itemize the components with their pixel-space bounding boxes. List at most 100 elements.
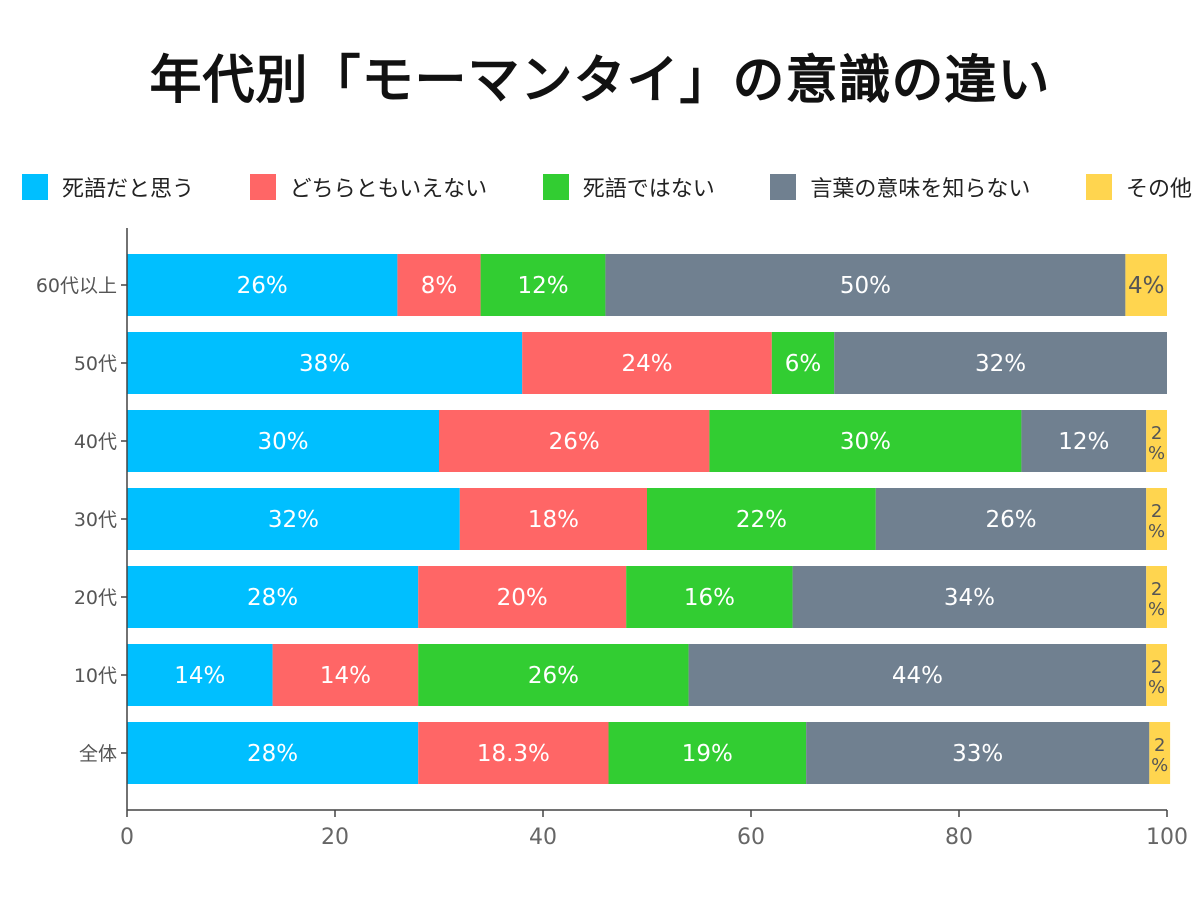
bar-segment: [1125, 254, 1167, 316]
x-tick-label: 60: [737, 825, 765, 850]
legend-item-unknown: 言葉の意味を知らない: [770, 171, 1030, 203]
bar-segment: [792, 566, 1147, 628]
bar-value-label: 14%: [320, 663, 371, 689]
y-tick-label: 20代: [74, 587, 117, 609]
y-tick-label: 50代: [74, 353, 117, 375]
bar-value-label: 2: [1151, 423, 1162, 444]
bar-segment: [806, 722, 1150, 784]
bar-value-label: 28%: [247, 741, 298, 767]
bar-value-label: 22%: [736, 507, 787, 533]
bar-segment: [1146, 566, 1167, 628]
legend-item-not-shigo: 死語ではない: [542, 171, 715, 203]
bar-segment: [522, 332, 772, 394]
bar-segment: [127, 644, 273, 706]
bar-segment: [688, 644, 1147, 706]
bar-value-label: 2: [1151, 579, 1162, 600]
bar-segment: [127, 254, 398, 316]
legend-swatch: [770, 174, 797, 200]
legend-label: どちらともいえない: [289, 177, 488, 202]
legend-swatch: [542, 174, 569, 200]
legend-swatch: [249, 174, 276, 200]
legend-label: その他: [1125, 177, 1192, 202]
bar-segment: [1146, 644, 1167, 706]
bar-value-label: 32%: [975, 351, 1026, 377]
x-tick-label: 0: [120, 825, 134, 850]
bar-segment: [875, 488, 1147, 550]
bar-value-label: 8%: [421, 273, 458, 299]
bar-value-label: 2: [1151, 657, 1162, 678]
legend-label: 死語だと思う: [62, 177, 195, 202]
bar-segment: [1021, 410, 1147, 472]
bar-segment: [626, 566, 793, 628]
legend-item-other: その他: [1085, 171, 1192, 203]
legend-swatch: [1085, 174, 1112, 200]
legend: 死語だと思う どちらともいえない 死語ではない 言葉の意味を知らない その他: [22, 170, 1192, 204]
bar-value-label: %: [1151, 755, 1168, 776]
bar-value-label: 32%: [268, 507, 319, 533]
bar-value-label: 12%: [1058, 429, 1109, 455]
bar-value-label: 44%: [892, 663, 943, 689]
bar-segment: [127, 566, 419, 628]
chart-title: 年代別「モーマンタイ」の意識の違い: [149, 51, 1051, 111]
bar-segment: [709, 410, 1022, 472]
bar-value-label: 2: [1154, 735, 1165, 756]
y-tick-label: 40代: [74, 431, 117, 453]
bar-segment: [647, 488, 876, 550]
legend-swatch: [22, 174, 48, 200]
bar-segment: [127, 722, 419, 784]
bar-value-label: 26%: [237, 273, 288, 299]
bar-value-label: 19%: [682, 741, 733, 767]
bar-segment: [397, 254, 481, 316]
bar-value-label: %: [1148, 443, 1165, 464]
bar-segment: [605, 254, 1126, 316]
bar-segment: [1146, 410, 1167, 472]
x-tick-label: 20: [321, 825, 349, 850]
bar-segment: [418, 722, 609, 784]
y-tick-label: 30代: [74, 509, 117, 531]
bar-segment: [418, 644, 689, 706]
bar-segment: [459, 488, 647, 550]
bar-value-label: %: [1148, 521, 1165, 542]
x-tick-label: 40: [529, 825, 557, 850]
y-tick-label: 60代以上: [36, 275, 117, 297]
legend-label: 言葉の意味を知らない: [810, 177, 1031, 202]
bar-value-label: 16%: [684, 585, 735, 611]
bar-value-label: 38%: [299, 351, 350, 377]
bar-segment: [1146, 488, 1167, 550]
bar-segment: [272, 644, 419, 706]
bar-value-label: 2: [1151, 501, 1162, 522]
bar-segment: [127, 332, 523, 394]
bar-segment: [418, 566, 627, 628]
x-tick-label: 80: [945, 825, 973, 850]
plot-area: 26% 8% 12% 50% 4% 60代以上 38% 24% 6% 32% 50代 30% 26% 30…: [36, 228, 1188, 850]
bar-value-label: 50%: [840, 273, 891, 299]
bar-segment: [480, 254, 606, 316]
bar-value-label: 26%: [985, 507, 1036, 533]
bar-segment: [771, 332, 835, 394]
bar-value-label: 14%: [174, 663, 225, 689]
bar-segment: [127, 488, 460, 550]
bar-value-label: 33%: [952, 741, 1003, 767]
bar-value-label: 12%: [517, 273, 568, 299]
y-tick-label: 10代: [74, 665, 117, 687]
x-tick-label: 100: [1146, 825, 1188, 850]
bar-value-label: 28%: [247, 585, 298, 611]
bar-segment: [439, 410, 710, 472]
bar-value-label: 26%: [549, 429, 600, 455]
y-tick-label: 全体: [79, 743, 117, 765]
bar-segment: [834, 332, 1167, 394]
legend-item-neutral: どちらともいえない: [249, 171, 488, 203]
bar-segment: [608, 722, 807, 784]
bar-value-label: 20%: [497, 585, 548, 611]
bar-value-label: 34%: [944, 585, 995, 611]
bar-value-label: 26%: [528, 663, 579, 689]
bar-value-label: %: [1148, 677, 1165, 698]
bar-value-label: 24%: [621, 351, 672, 377]
legend-label: 死語ではない: [582, 177, 715, 202]
bar-value-label: 18.3%: [477, 741, 550, 767]
legend-item-shigo: 死語だと思う: [22, 171, 194, 203]
bar-segment: [1149, 722, 1171, 784]
bar-value-label: 4%: [1128, 273, 1165, 299]
bar-value-label: %: [1148, 599, 1165, 620]
